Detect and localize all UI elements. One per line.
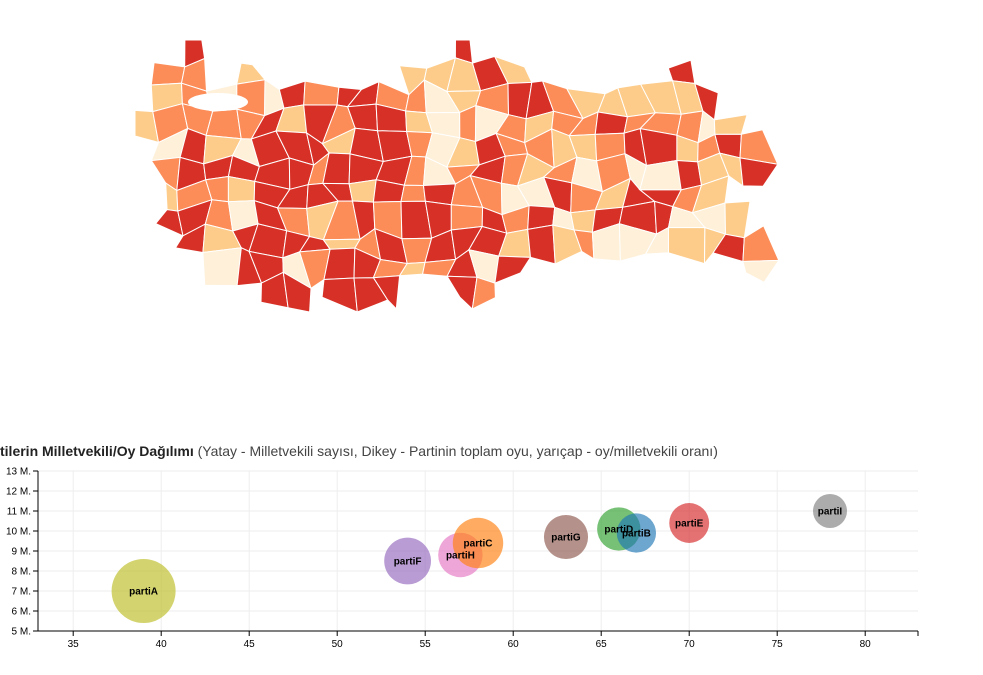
marmara-sea [188, 93, 248, 111]
province-region[interactable] [527, 224, 556, 265]
y-tick-label: 5 M. [12, 627, 31, 638]
x-tick-label: 60 [508, 639, 520, 650]
y-tick-label: 7 M. [12, 587, 31, 598]
province-region[interactable] [570, 209, 596, 233]
x-tick-label: 80 [860, 639, 872, 650]
bubble-partiE[interactable] [669, 503, 710, 543]
bubble-partiF[interactable] [384, 537, 431, 585]
province-region[interactable] [400, 184, 426, 203]
province-region[interactable] [282, 271, 312, 313]
bubble-label-partiE: partiE [675, 519, 704, 530]
x-tick-label: 35 [68, 639, 80, 650]
y-tick-label: 10 M. [6, 527, 31, 538]
province-region[interactable] [227, 175, 256, 203]
province-region[interactable] [459, 104, 477, 143]
bubble-chart: 35 40 45 50 55 60 65 70 75 80 5 M. 6 M. 7 M. 8 M. 9 M.… [6, 467, 919, 650]
x-tick-label: 55 [420, 639, 432, 650]
province-region[interactable] [372, 275, 401, 310]
turkey-choropleth-map [134, 39, 780, 313]
bubble-label-partiB: partiB [622, 529, 651, 540]
bubble-label-partiG: partiG [551, 533, 581, 544]
province-region[interactable] [471, 276, 496, 310]
province-region[interactable] [321, 277, 358, 313]
x-tick-label: 45 [244, 639, 256, 650]
y-tick-label: 12 M. [6, 487, 31, 498]
province-region[interactable] [450, 204, 484, 231]
province-region[interactable] [494, 255, 532, 284]
province-region[interactable] [668, 227, 706, 265]
x-tick-label: 40 [156, 639, 168, 650]
y-tick-label: 11 M. [7, 507, 31, 518]
chart-title-subtitle: (Yatay - Milletvekili sayısı, Dikey - Pa… [193, 443, 718, 459]
province-region[interactable] [639, 127, 678, 167]
bubble-label-partiA: partiA [129, 587, 158, 598]
province-region[interactable] [713, 113, 748, 135]
province-region[interactable] [348, 179, 377, 203]
province-region[interactable] [446, 275, 478, 311]
y-tick-label: 13 M. [6, 467, 31, 478]
province-layer [134, 39, 780, 313]
bubble-label-partiD: partiD [604, 525, 633, 536]
bubble-label-partiF: partiF [394, 557, 422, 568]
bubble-label-partiH: partiH [446, 551, 475, 562]
bubble-label-partiC: partiC [464, 539, 493, 550]
bubble-series: partiApartiFpartiHpartiCpartiGpartiDpart… [111, 494, 847, 623]
province-region[interactable] [150, 62, 186, 86]
bubble-partiB[interactable] [616, 513, 657, 553]
bubble-label-partiI: partiI [818, 507, 843, 518]
y-tick-label: 9 M. [12, 547, 31, 558]
bubble-partiA[interactable] [111, 559, 176, 623]
y-tick-label: 6 M. [12, 607, 31, 618]
province-region[interactable] [739, 157, 779, 187]
bubble-partiC[interactable] [452, 517, 504, 569]
chart-title: tilerin Milletvekili/Oy Dağılımı (Yatay … [0, 443, 718, 459]
y-tick-label: 8 M. [12, 567, 31, 578]
x-tick-label: 50 [332, 639, 344, 650]
province-region[interactable] [202, 247, 242, 287]
province-region[interactable] [667, 59, 696, 85]
province-region[interactable] [742, 225, 780, 263]
province-region[interactable] [303, 80, 340, 106]
x-tick-label: 65 [596, 639, 608, 650]
province-region[interactable] [278, 80, 306, 109]
province-region[interactable] [724, 200, 751, 239]
bubble-partiG[interactable] [543, 514, 589, 560]
x-tick-label: 75 [772, 639, 784, 650]
x-tick-label: 70 [684, 639, 696, 650]
chart-title-bold: tilerin Milletvekili/Oy Dağılımı [0, 443, 194, 459]
province-region[interactable] [742, 259, 780, 283]
bubble-partiI[interactable] [813, 494, 847, 528]
